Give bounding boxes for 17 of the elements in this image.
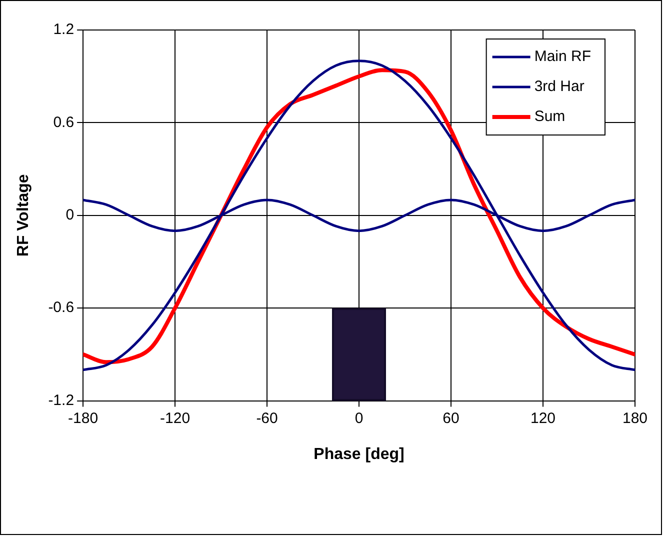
x-tick-label: 180 (622, 410, 648, 427)
x-tick-label: 120 (530, 410, 556, 427)
y-tick-label: 0.6 (53, 114, 74, 131)
y-tick-label: -1.2 (48, 392, 74, 409)
x-tick-label: -120 (160, 410, 190, 427)
y-tick-label: 1.2 (53, 21, 74, 38)
x-tick-label: -60 (256, 410, 278, 427)
legend-label: Sum (534, 108, 566, 126)
x-tick-label: -180 (68, 410, 98, 427)
y-axis-title: RF Voltage (15, 174, 32, 257)
x-axis-title: Phase [deg] (314, 446, 404, 463)
y-tick-label: -0.6 (48, 299, 74, 316)
x-tick-label: 60 (442, 410, 460, 427)
y-tick-label: 0 (66, 206, 74, 224)
legend-label: Main RF (534, 48, 592, 66)
x-tick-label: 0 (354, 410, 364, 427)
legend-label: 3rd Har (534, 78, 584, 96)
